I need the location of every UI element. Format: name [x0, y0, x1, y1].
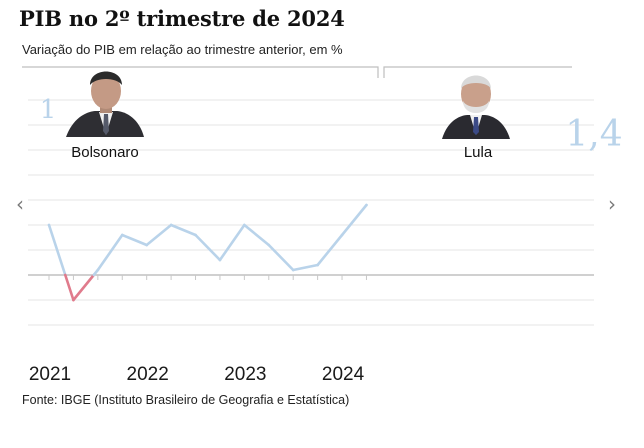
bolsonaro-photo — [66, 71, 144, 137]
series-line-segment — [291, 263, 319, 272]
data-point — [47, 223, 51, 227]
series-line-segment — [340, 203, 368, 237]
chart-title: PIB no 2º trimestre de 2024 — [19, 6, 345, 31]
series-line-segment — [47, 223, 67, 277]
previous-arrow-icon[interactable]: ‹ — [16, 192, 24, 216]
series-line-segment — [169, 223, 197, 237]
data-point — [120, 233, 124, 237]
bolsonaro-label: Bolsonaro — [71, 144, 139, 161]
series-line-segment — [96, 233, 124, 272]
period-bracket-bolsonaro — [22, 66, 379, 78]
chart-subtitle: Variação do PIB em relação ao trimestre … — [22, 42, 343, 57]
data-point — [365, 203, 368, 207]
data-point — [194, 233, 197, 237]
data-point — [218, 258, 222, 262]
data-point — [243, 223, 246, 227]
data-point — [267, 243, 271, 247]
start-value-label: 1 — [40, 95, 57, 125]
data-point — [169, 223, 173, 227]
x-tick-label: 2023 — [224, 364, 266, 385]
data-point — [96, 268, 100, 272]
end-value-label: 1,4 — [565, 114, 622, 155]
x-tick-label: 2024 — [322, 364, 365, 385]
x-tick-label: 2022 — [127, 364, 169, 385]
data-point — [316, 263, 319, 267]
next-arrow-icon[interactable]: › — [608, 192, 616, 216]
data-point — [72, 298, 75, 302]
series-line-segment — [120, 233, 148, 247]
series-line-segment — [316, 233, 344, 267]
data-point — [291, 268, 295, 272]
data-point — [340, 233, 344, 237]
data-point — [145, 243, 148, 247]
series-line-segment — [145, 223, 173, 247]
lula-photo — [442, 75, 510, 139]
source-note: Fonte: IBGE (Instituto Brasileiro de Geo… — [22, 393, 350, 407]
period-bracket-lula — [383, 66, 572, 78]
series-line-segment — [218, 223, 246, 262]
series-line-segment — [63, 273, 75, 302]
series-line-segment — [267, 243, 295, 272]
x-tick-label: 2021 — [29, 364, 71, 385]
series-line-segment — [243, 223, 271, 247]
lula-label: Lula — [464, 144, 493, 161]
series-line-segment — [194, 233, 222, 262]
series-line-segment — [72, 273, 96, 302]
